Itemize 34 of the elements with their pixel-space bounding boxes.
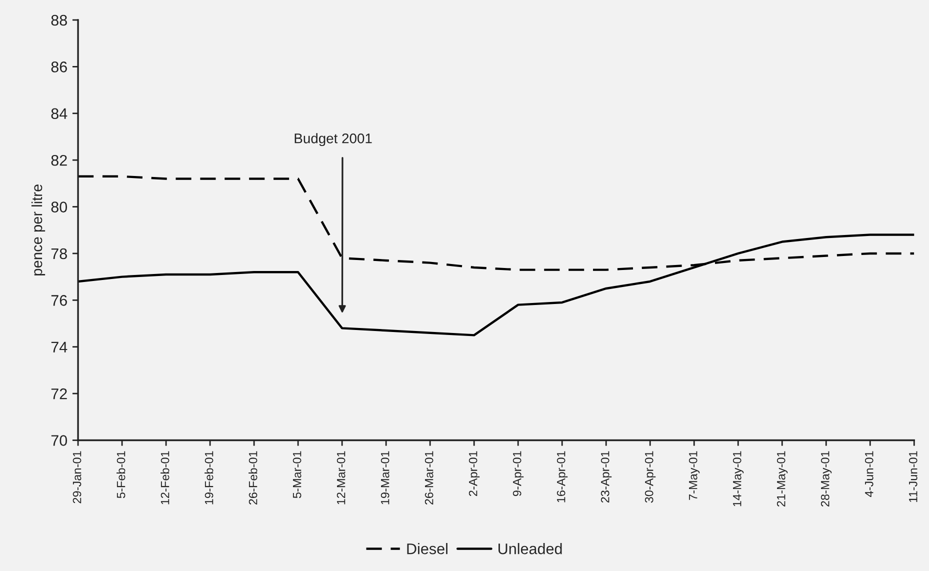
y-tick-label: 78 <box>51 248 67 260</box>
x-tick-label: 28-May-01 <box>820 451 832 506</box>
x-tick-label: 21-May-01 <box>776 451 788 506</box>
x-tick-label: 7-May-01 <box>688 451 700 500</box>
y-tick-label: 82 <box>51 154 67 166</box>
legend-label: Unleaded <box>498 543 562 554</box>
x-tick-label: 26-Mar-01 <box>424 451 434 505</box>
y-tick-label: 84 <box>51 108 68 120</box>
x-tick-label: 29-Jan-01 <box>72 451 82 504</box>
x-tick-label: 9-Apr-01 <box>512 451 524 496</box>
x-tick-label: 5-Feb-01 <box>116 451 126 498</box>
x-tick-label: 12-Mar-01 <box>336 451 346 504</box>
annotation: Budget 2001 <box>294 133 372 146</box>
y-tick-label: 76 <box>51 295 67 306</box>
x-tick-label: 19-Feb-01 <box>204 451 214 504</box>
x-tick-label: 11-Jun-01 <box>908 451 918 502</box>
x-tick-label: 26-Feb-01 <box>248 451 258 505</box>
x-tick-label: 16-Apr-01 <box>556 451 568 502</box>
x-tick-label: 5-Mar-01 <box>292 451 302 498</box>
x-tick-label: 12-Feb-01 <box>160 451 170 504</box>
x-tick-label: 23-Apr-01 <box>600 451 612 503</box>
x-tick-label: 4-Jun-01 <box>864 451 874 497</box>
y-tick-label: 70 <box>51 435 68 446</box>
x-tick-label: 19-Mar-01 <box>380 451 390 504</box>
x-tick-label: 2-Apr-01 <box>468 451 480 496</box>
y-tick-label: 74 <box>51 342 68 352</box>
y-tick-label: 88 <box>51 14 67 26</box>
y-tick-label: 86 <box>51 62 67 72</box>
y-tick-label: 80 <box>51 202 68 212</box>
y-tick-label: 72 <box>51 388 67 400</box>
y-axis-title: pence per litre <box>31 184 46 276</box>
legend-label: Diesel <box>407 543 448 554</box>
x-tick-label: 14-May-01 <box>732 451 744 506</box>
x-tick-label: 30-Apr-01 <box>644 451 656 503</box>
